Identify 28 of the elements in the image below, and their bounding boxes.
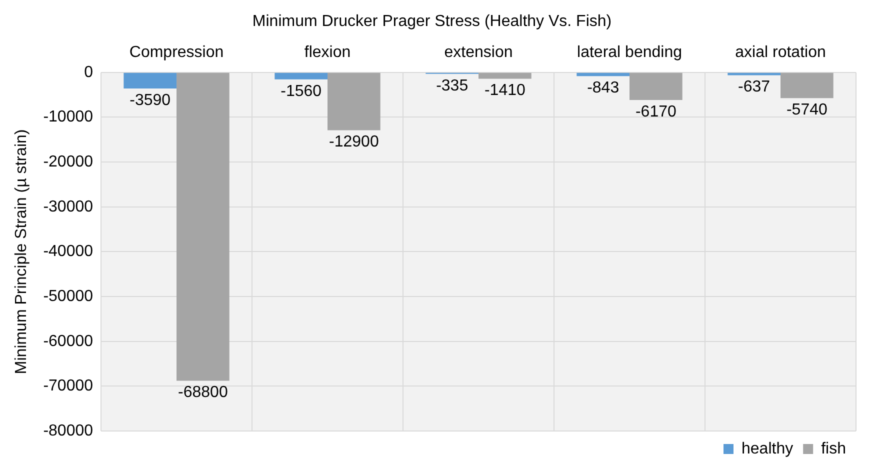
data-label: -1410 <box>484 82 526 100</box>
x-tick-label: lateral bending <box>577 44 682 62</box>
y-tick-label: -70000 <box>43 378 94 395</box>
x-tick-label: extension <box>444 44 513 62</box>
data-label: -1560 <box>280 82 322 100</box>
y-axis-title: Minimum Principle Strain (µ strain) <box>13 129 30 374</box>
x-tick-label: Compression <box>129 44 224 62</box>
y-tick-label: -40000 <box>43 243 94 260</box>
data-label: -6170 <box>635 103 676 120</box>
y-tick-label: -80000 <box>43 422 94 440</box>
data-label: -3590 <box>130 92 171 109</box>
y-tick-label: -60000 <box>43 332 94 350</box>
x-tick-label: axial rotation <box>735 44 826 62</box>
data-label: -637 <box>738 78 770 96</box>
data-label: -843 <box>587 80 620 97</box>
data-label: -68800 <box>178 384 228 402</box>
y-tick-label: -10000 <box>43 108 94 126</box>
legend-label: fish <box>821 440 846 458</box>
y-tick-label: -20000 <box>43 153 94 170</box>
chart-title: Minimum Drucker Prager Stress (Healthy Vs. Fish) <box>252 13 612 30</box>
data-label: -335 <box>436 77 468 94</box>
legend-label: healthy <box>742 440 794 458</box>
y-tick-label: -30000 <box>43 198 94 216</box>
y-tick-label: -50000 <box>43 288 94 305</box>
data-label: -12900 <box>329 134 379 151</box>
data-label: -5740 <box>786 102 828 119</box>
y-tick-label: 0 <box>84 64 94 81</box>
x-tick-label: flexion <box>304 44 351 62</box>
